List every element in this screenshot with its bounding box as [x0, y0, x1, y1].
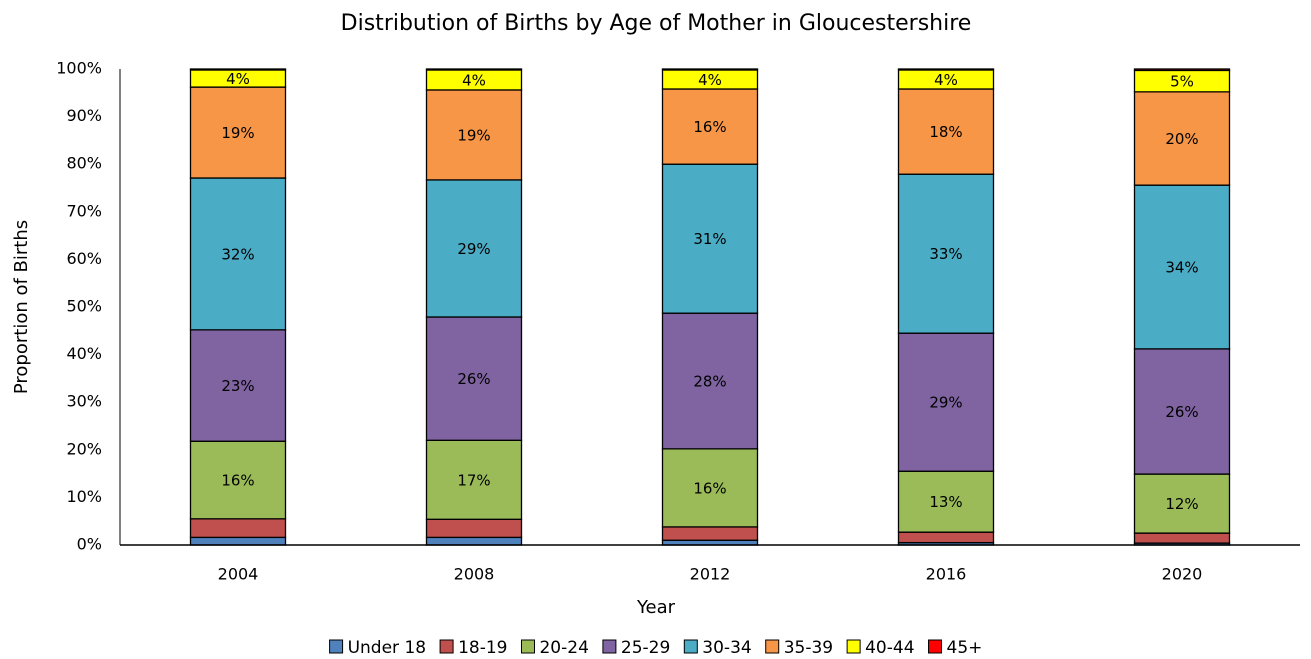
bar-segment — [189, 518, 287, 539]
bar-segment — [897, 531, 995, 544]
legend: Under 18 18-19 20-24 25-29 30-34 35-39 40-44 45… — [329, 638, 983, 658]
y-tick-label: 100% — [56, 59, 102, 78]
data-label: 4% — [934, 71, 958, 89]
legend-swatch — [602, 639, 617, 654]
data-label: 12% — [1165, 495, 1198, 513]
bar-segment — [1133, 68, 1231, 72]
data-label: 4% — [462, 71, 486, 89]
legend-swatch — [683, 639, 698, 654]
chart-title: Distribution of Births by Age of Mother … — [341, 11, 972, 36]
y-axis-title: Proportion of Births — [11, 220, 32, 394]
data-label: 16% — [693, 118, 726, 136]
data-label: 13% — [929, 493, 962, 511]
bar-segment — [661, 163, 759, 314]
bar-segment — [1133, 473, 1231, 534]
bar-segment — [661, 68, 759, 71]
data-label: 16% — [693, 479, 726, 497]
bar-segment — [189, 329, 287, 442]
data-label: 18% — [929, 123, 962, 141]
legend-label: 35-39 — [784, 638, 833, 658]
x-tick-label: 2012 — [690, 565, 731, 584]
bar-segment — [425, 518, 523, 539]
y-tick-label: 30% — [66, 392, 102, 411]
x-tick-label: 2016 — [926, 565, 967, 584]
data-label: 29% — [929, 394, 962, 412]
bar-segment — [661, 448, 759, 528]
data-label: 29% — [457, 240, 490, 258]
legend-swatch — [765, 639, 780, 654]
legend-swatch — [329, 639, 344, 654]
x-tick-label: 2004 — [218, 565, 259, 584]
bar-segment — [897, 332, 995, 472]
data-label: 23% — [221, 377, 254, 395]
legend-swatch — [520, 639, 535, 654]
legend-swatch — [439, 639, 454, 654]
data-label: 28% — [693, 373, 726, 391]
y-tick-label: 80% — [66, 154, 102, 173]
bar-segment — [425, 89, 523, 181]
bar-segment — [189, 536, 287, 546]
legend-label: 25-29 — [621, 638, 670, 658]
legend-swatch — [928, 639, 943, 654]
data-label: 20% — [1165, 130, 1198, 148]
data-label: 19% — [457, 126, 490, 144]
bar-segment — [425, 179, 523, 318]
y-tick-label: 60% — [66, 249, 102, 268]
bar-segment — [189, 86, 287, 179]
bar-segment — [425, 536, 523, 546]
bar-segment — [661, 526, 759, 541]
bar-segment — [189, 68, 287, 71]
bar-segment — [425, 439, 523, 520]
legend-label: 40-44 — [865, 638, 914, 658]
bar-segment — [1133, 348, 1231, 475]
y-tick-label: 50% — [66, 297, 102, 316]
x-tick-label: 2020 — [1162, 565, 1203, 584]
data-label: 26% — [457, 370, 490, 388]
legend-label: 45+ — [947, 638, 983, 658]
bar-segment — [189, 440, 287, 520]
y-tick-label: 10% — [66, 487, 102, 506]
y-tick-label: 20% — [66, 439, 102, 458]
data-label: 19% — [221, 124, 254, 142]
data-label: 33% — [929, 245, 962, 263]
data-label: 16% — [221, 472, 254, 490]
y-tick-label: 70% — [66, 201, 102, 220]
data-label: 26% — [1165, 403, 1198, 421]
bar-segment — [1133, 532, 1231, 544]
data-label: 4% — [226, 70, 250, 88]
bar-segment — [425, 68, 523, 71]
legend-label: Under 18 — [348, 638, 427, 658]
bar-segment — [897, 88, 995, 175]
y-tick-label: 90% — [66, 106, 102, 125]
data-label: 4% — [698, 71, 722, 89]
legend-label: 30-34 — [702, 638, 751, 658]
data-label: 17% — [457, 471, 490, 489]
data-label: 32% — [221, 245, 254, 263]
x-axis-title: Year — [636, 597, 676, 618]
bar-segment — [1133, 184, 1231, 350]
legend-swatch — [846, 639, 861, 654]
data-label: 5% — [1170, 73, 1194, 91]
data-label: 31% — [693, 230, 726, 248]
bar-segment — [425, 316, 523, 441]
legend-label: 18-19 — [458, 638, 507, 658]
bar-segment — [897, 68, 995, 71]
legend-label: 20-24 — [539, 638, 588, 658]
y-tick-label: 40% — [66, 344, 102, 363]
y-tick-label: 0% — [77, 535, 102, 554]
bar-segment — [661, 88, 759, 165]
x-tick-label: 2008 — [454, 565, 495, 584]
data-label: 34% — [1165, 259, 1198, 277]
